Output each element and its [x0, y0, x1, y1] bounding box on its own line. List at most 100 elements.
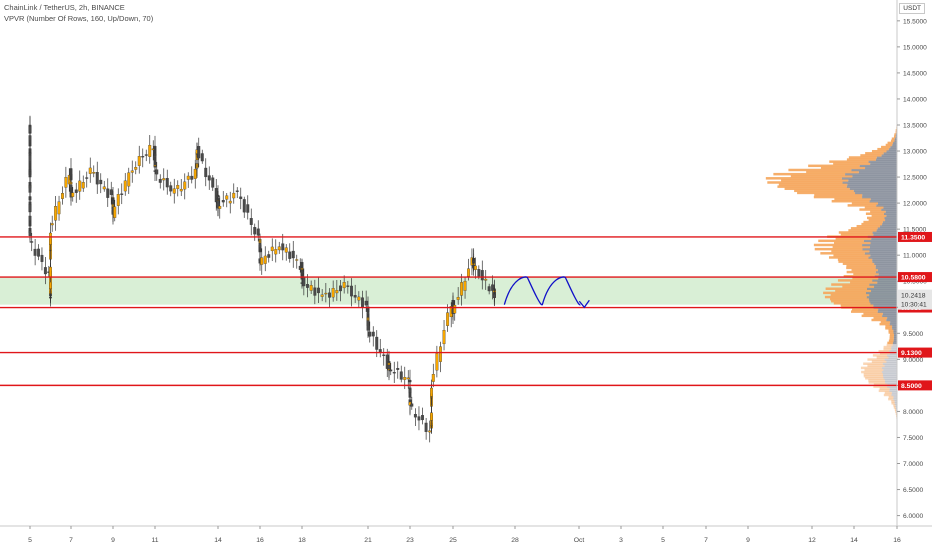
volume-row-down [874, 274, 897, 278]
volume-row-up [856, 224, 881, 228]
volume-row-down [878, 202, 897, 205]
volume-row-up [889, 335, 894, 338]
volume-row-down [893, 329, 897, 332]
volume-row-up [871, 318, 887, 322]
volume-row-down [887, 385, 897, 388]
price-tick-label: 15.5000 [903, 18, 927, 25]
time-tick-label: 14 [214, 537, 222, 544]
candle-body [28, 230, 32, 236]
volume-row-up [879, 352, 890, 355]
candle-body [291, 250, 295, 259]
volume-row-up [863, 374, 884, 378]
candle-body [144, 154, 148, 156]
volume-row-up [879, 387, 890, 390]
volume-row-down [890, 320, 897, 324]
candle-body [106, 188, 110, 198]
time-tick-label: 25 [449, 537, 457, 544]
price-tick-label: 14.5000 [903, 70, 927, 77]
volume-row-up [765, 177, 842, 180]
volume-row-up [893, 404, 896, 407]
candle-body [28, 204, 32, 213]
candle-body [309, 285, 313, 291]
candle-body [169, 185, 173, 192]
volume-row-down [869, 249, 897, 253]
volume-row-down [888, 356, 897, 359]
candle-body [54, 206, 58, 221]
volume-row-up [860, 366, 882, 370]
volume-row-up [890, 139, 895, 143]
volume-row-up [794, 189, 854, 193]
candle-body [317, 287, 320, 294]
volume-row-up [867, 358, 885, 361]
volume-row-up [896, 414, 897, 418]
candle-body [197, 146, 201, 159]
candle-body [88, 167, 92, 174]
candle-body [484, 278, 488, 281]
volume-row-down [862, 195, 897, 199]
volume-row-down [887, 316, 897, 320]
candle-body [399, 371, 403, 380]
volume-row-down [862, 247, 897, 251]
candle-body [127, 172, 131, 187]
volume-row-up [843, 274, 875, 278]
candle-body [260, 257, 264, 265]
volume-row-down [866, 295, 897, 299]
volume-row-down [870, 302, 897, 305]
level-label: 11.3500 [901, 235, 925, 242]
candle-body [467, 268, 470, 277]
volume-row-up [823, 291, 866, 295]
candle-body [61, 193, 64, 199]
volume-row-down [862, 193, 897, 197]
candle-body [302, 276, 306, 287]
volume-row-up [846, 264, 876, 268]
volume-row-up [851, 268, 878, 272]
candle-body [155, 169, 159, 175]
indicator-legend[interactable]: VPVR (Number Of Rows, 160, Up/Down, 70) [4, 14, 154, 23]
volume-row-down [870, 254, 897, 257]
candle-body [165, 178, 169, 188]
volume-row-down [869, 299, 897, 303]
volume-row-down [868, 297, 897, 301]
candle-body [33, 248, 37, 256]
candle-body [375, 336, 379, 350]
volume-row-up [878, 349, 890, 353]
volume-row-down [870, 241, 897, 245]
candle-body [148, 144, 152, 157]
price-tick-label: 13.0000 [903, 149, 927, 156]
volume-row-up [887, 341, 893, 345]
candle-body [218, 205, 222, 209]
volume-row-down [886, 149, 897, 153]
volume-row-up [865, 152, 884, 155]
volume-row-up [848, 156, 877, 159]
volume-row-up [831, 199, 870, 203]
volume-row-up [888, 329, 894, 332]
volume-row-down [870, 162, 897, 165]
candle-body [204, 167, 208, 178]
volume-row-down [889, 389, 897, 393]
volume-row-up [851, 202, 879, 205]
current-price-bg [898, 289, 932, 310]
volume-row-up [888, 395, 894, 399]
volume-row-down [872, 279, 897, 282]
volume-row-down [893, 335, 897, 338]
candle-body [246, 204, 250, 213]
volume-row-up [865, 212, 884, 215]
candle-body [120, 193, 124, 195]
volume-row-up [891, 137, 895, 140]
candle-body [477, 269, 481, 277]
price-tick-label: 14.0000 [903, 96, 927, 103]
candle-body [200, 153, 204, 162]
volume-row-down [872, 258, 897, 261]
candle-body [50, 223, 54, 226]
candle-body [288, 251, 292, 259]
time-tick-label: 23 [406, 537, 414, 544]
candle-body [235, 190, 239, 192]
volume-row-up [833, 254, 871, 257]
candle-body [130, 170, 134, 173]
volume-row-up [820, 252, 865, 255]
volume-row-up [842, 285, 875, 288]
currency-badge[interactable]: USDT [899, 3, 925, 14]
volume-row-up [860, 154, 882, 157]
